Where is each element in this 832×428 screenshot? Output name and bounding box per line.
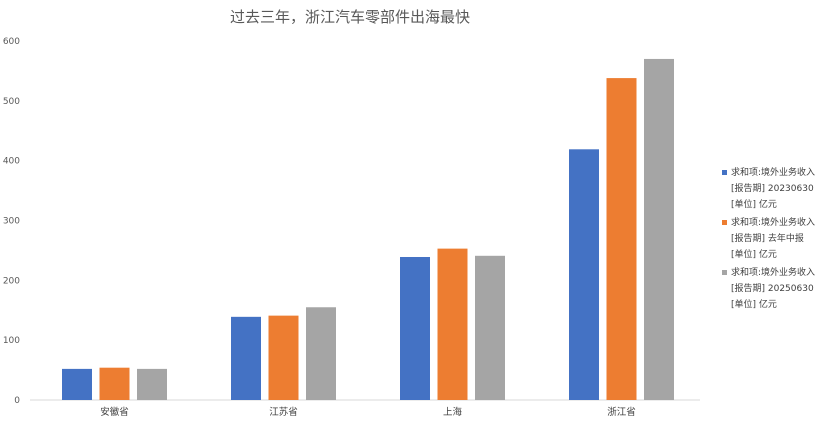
legend-label: 求和项:境外业务收入 [报告期] 20230630 [单位] 亿元	[731, 168, 816, 210]
x-tick-label: 上海	[443, 406, 463, 418]
bar	[268, 315, 299, 400]
x-tick-label: 浙江省	[607, 406, 636, 418]
bar	[606, 78, 637, 400]
legend: 求和项:境外业务收入 [报告期] 20230630 [单位] 亿元 求和项:境外业…	[722, 165, 830, 315]
legend-item: 求和项:境外业务收入 [报告期] 20250630 [单位] 亿元	[722, 265, 830, 313]
legend-swatch	[722, 170, 727, 175]
y-tick-label: 200	[3, 276, 20, 286]
legend-swatch	[722, 220, 727, 225]
legend-swatch	[722, 270, 727, 275]
bar	[99, 367, 130, 400]
bar	[400, 256, 430, 400]
legend-item: 求和项:境外业务收入 [报告期] 去年中报 [单位] 亿元	[722, 215, 830, 263]
bar	[475, 255, 505, 400]
x-tick-label: 安徽省	[100, 406, 129, 418]
legend-item: 求和项:境外业务收入 [报告期] 20230630 [单位] 亿元	[722, 165, 830, 213]
bar-chart: 0 100 200 300 400 500 600 安徽省 江苏省 上海 浙江省	[3, 37, 700, 418]
y-tick-label: 300	[3, 217, 20, 227]
chart-title: 过去三年，浙江汽车零部件出海最快	[229, 8, 470, 26]
bar	[569, 149, 599, 400]
bar	[306, 307, 336, 400]
y-tick-label: 600	[3, 37, 20, 47]
bar	[644, 58, 674, 400]
y-tick-label: 400	[3, 157, 20, 167]
legend-label: 求和项:境外业务收入 [报告期] 去年中报 [单位] 亿元	[731, 218, 816, 260]
bar	[62, 368, 92, 400]
y-tick-label: 0	[14, 396, 20, 406]
legend-label: 求和项:境外业务收入 [报告期] 20250630 [单位] 亿元	[731, 268, 816, 310]
bar	[437, 248, 468, 400]
x-tick-label: 江苏省	[269, 406, 298, 418]
bar	[231, 316, 261, 400]
y-tick-label: 500	[3, 97, 20, 107]
bar	[137, 368, 167, 400]
y-tick-label: 100	[3, 336, 20, 346]
